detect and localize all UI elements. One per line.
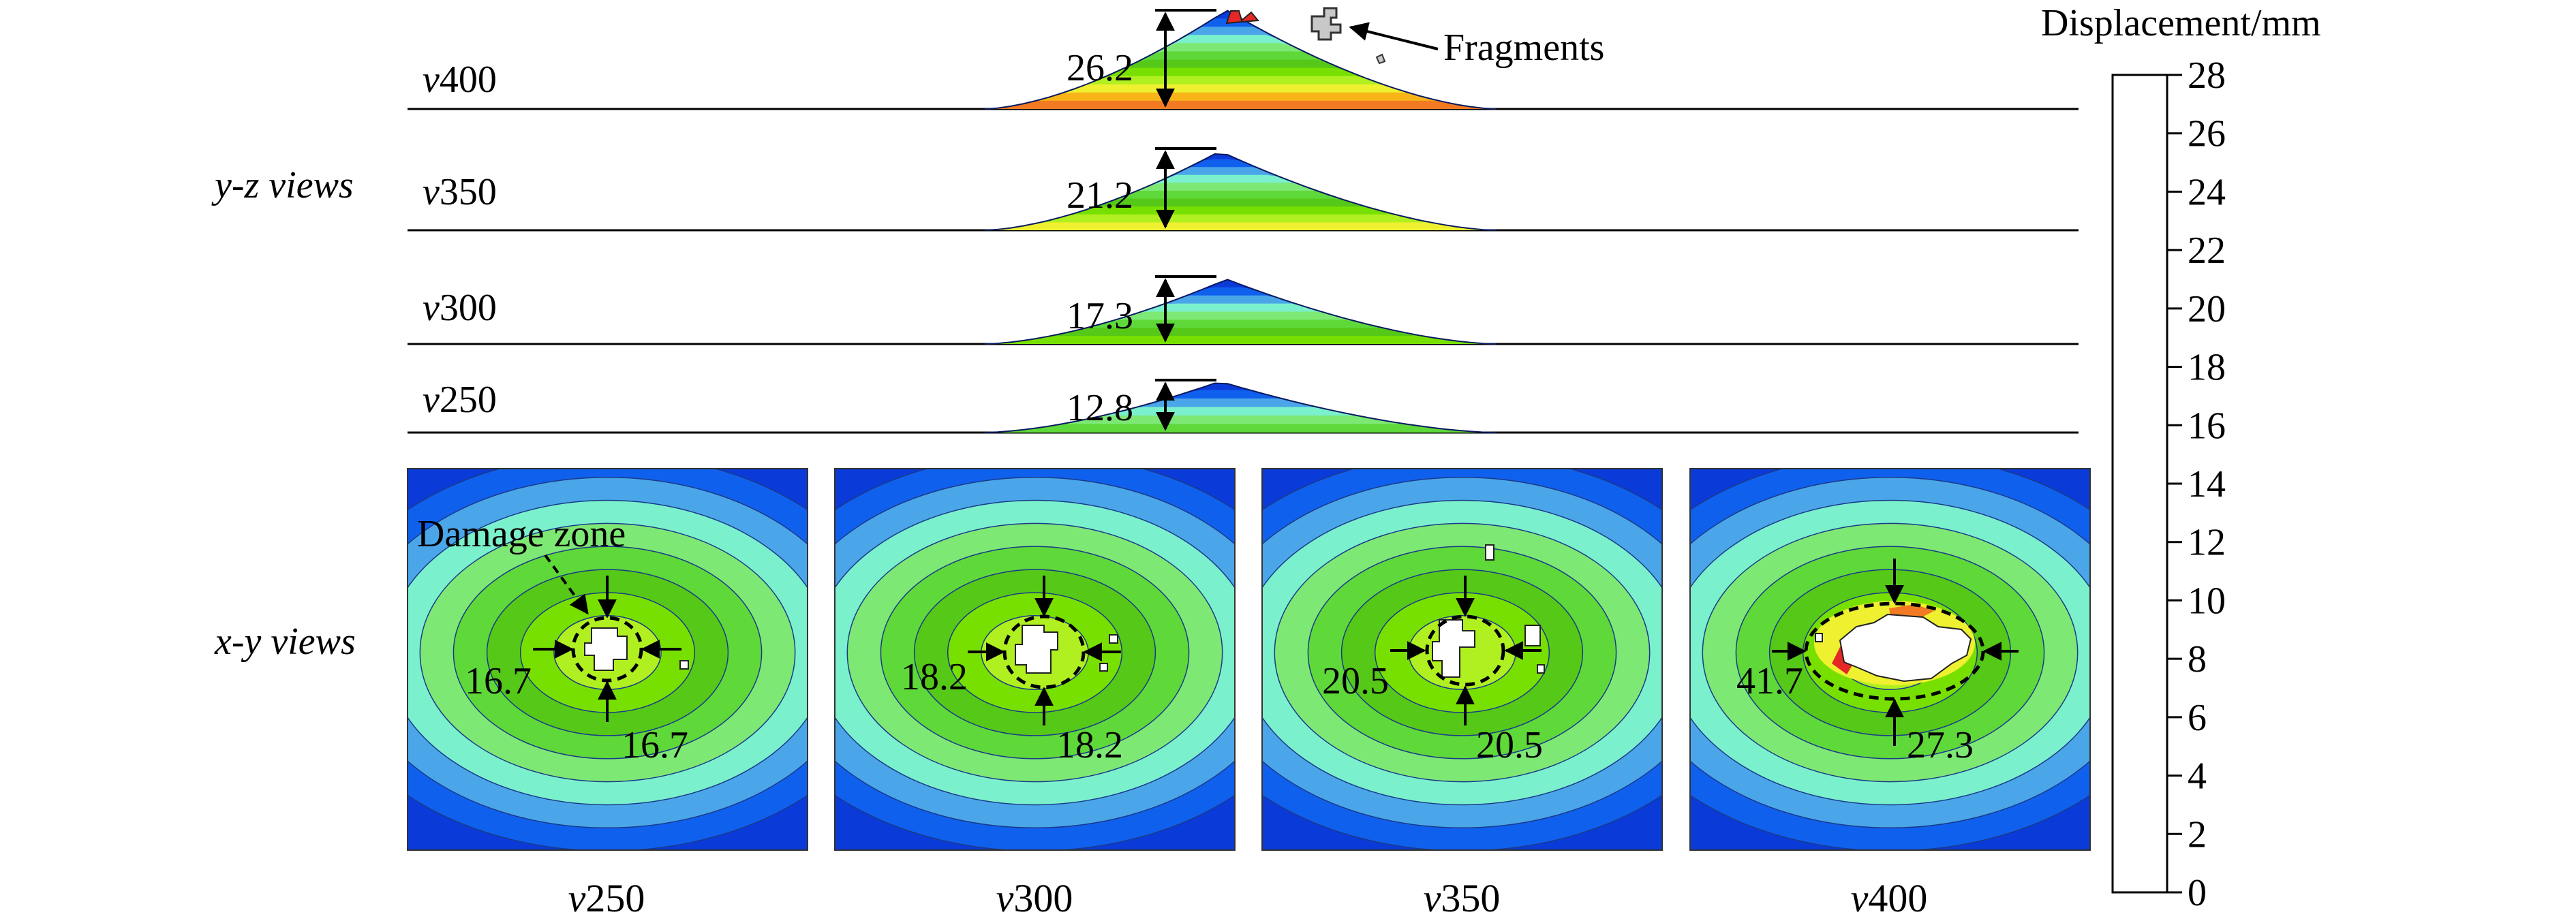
damage-fragment [1485, 544, 1494, 561]
damage-zone-pointer [544, 554, 589, 615]
deformation-band [985, 100, 1496, 109]
damage-width-value: 16.7 [465, 660, 532, 702]
colorbar-tick-label: 2 [2188, 813, 2207, 856]
plan-case-label: v350 [1424, 876, 1501, 920]
damage-hole [1839, 613, 1972, 683]
colorbar-tick-label: 16 [2188, 405, 2226, 447]
deformation-outline [984, 153, 1497, 231]
profile-v300: v300 17.3 [408, 275, 2079, 345]
damage-zone-label: Damage zone [417, 513, 626, 555]
panel-frame [834, 468, 1236, 851]
fragment-piece [1375, 53, 1386, 65]
plan-view-v300: 18.2 18.2 v300 [834, 468, 1236, 920]
profile-v400: v400 26.2 Fragments [408, 7, 2079, 110]
colorbar-tick-label: 26 [2188, 113, 2226, 155]
colorbar-tick-label: 8 [2188, 638, 2207, 680]
damage-fragment [679, 660, 689, 670]
deformation-hump [984, 10, 1497, 110]
damage-hole [1432, 619, 1475, 678]
plan-case-label: v300 [996, 876, 1073, 920]
peak-height-value: 17.3 [1067, 295, 1133, 337]
profile-v350: v350 21.2 [408, 147, 2079, 232]
colorbar-tick-label: 20 [2188, 288, 2226, 330]
peak-height-value: 21.2 [1067, 174, 1133, 217]
damage-length-value: 27.3 [1907, 724, 1974, 766]
profile-v250: v250 12.8 [408, 379, 2079, 434]
colorbar-tick-label: 0 [2188, 872, 2207, 914]
deformation-hump [984, 153, 1497, 231]
damage-zone-outline [1425, 614, 1505, 687]
fragment-piece [1310, 7, 1342, 41]
plan-case-label: v250 [568, 876, 645, 920]
plan-case-label: v400 [1851, 876, 1928, 920]
damage-hole [1015, 625, 1058, 674]
colorbar-tick-label: 24 [2188, 171, 2226, 213]
deformation-band [985, 222, 1496, 230]
damage-fragment [1815, 633, 1823, 642]
deformation-hump [984, 279, 1497, 345]
damage-length-value: 18.2 [1056, 724, 1123, 766]
panel-frame [407, 468, 808, 851]
damage-fragment [1099, 663, 1108, 672]
peak-height-value: 26.2 [1067, 47, 1133, 89]
colorbar: Displacement/mm 282624222018161412108642… [2041, 2, 2321, 914]
damage-length-value: 16.7 [622, 724, 688, 766]
colorbar-tick-label: 28 [2188, 54, 2226, 97]
damage-hole [584, 627, 628, 671]
profile-case-label: v400 [423, 59, 497, 101]
damage-width-value: 41.7 [1736, 660, 1803, 702]
panel-frame [1689, 468, 2091, 851]
damage-fragment [1109, 634, 1118, 644]
damage-width-value: 20.5 [1322, 660, 1389, 702]
colorbar-tick-label: 10 [2188, 580, 2226, 622]
row-label-yz: y-z views [211, 164, 354, 206]
colorbar-title: Displacement/mm [2041, 2, 2321, 44]
colorbar-frame [2111, 74, 2168, 894]
profile-case-label: v350 [423, 171, 497, 213]
colorbar-tick-label: 6 [2188, 697, 2207, 739]
colorbar-tick-label: 4 [2188, 755, 2207, 798]
fragment-piece [1225, 10, 1259, 25]
colorbar-tick-label: 12 [2188, 522, 2226, 564]
deformation-hump [984, 382, 1497, 433]
deformation-band [985, 424, 1496, 433]
damage-fragment [1524, 625, 1541, 646]
fragments-pointer [1349, 22, 1439, 50]
deformation-band [985, 336, 1496, 344]
row-label-xy: x-y views [214, 621, 356, 663]
deformation-outline [984, 279, 1497, 345]
contour-field [1261, 468, 1663, 851]
plan-view-v350: 20.5 20.5 v350 [1261, 468, 1663, 920]
xy-views: x-y views Damage zone 16.7 16.7 v250 [214, 468, 2091, 920]
damage-edge-orange [1889, 604, 1934, 618]
peak-height-value: 12.8 [1067, 387, 1133, 429]
damage-width-value: 18.2 [901, 656, 968, 698]
colorbar-tick-label: 18 [2188, 347, 2226, 389]
fragments-label: Fragments [1443, 27, 1604, 69]
profile-case-label: v300 [423, 287, 497, 329]
colorbar-tick-label: 22 [2188, 230, 2226, 272]
panel-frame [1261, 468, 1663, 851]
colorbar-tick-label: 14 [2188, 463, 2226, 505]
damage-length-value: 20.5 [1476, 724, 1543, 766]
yz-views: y-z views v400 26.2 Fragments v350 21.2 [211, 7, 2079, 434]
plan-view-v250: Damage zone 16.7 16.7 v250 [407, 468, 808, 920]
plan-view-v400: 41.7 27.3 v400 [1689, 468, 2091, 920]
deformation-outline [984, 382, 1497, 433]
fragments: Fragments [1225, 7, 1604, 69]
damage-fragment [1537, 664, 1545, 674]
profile-case-label: v250 [423, 379, 497, 421]
